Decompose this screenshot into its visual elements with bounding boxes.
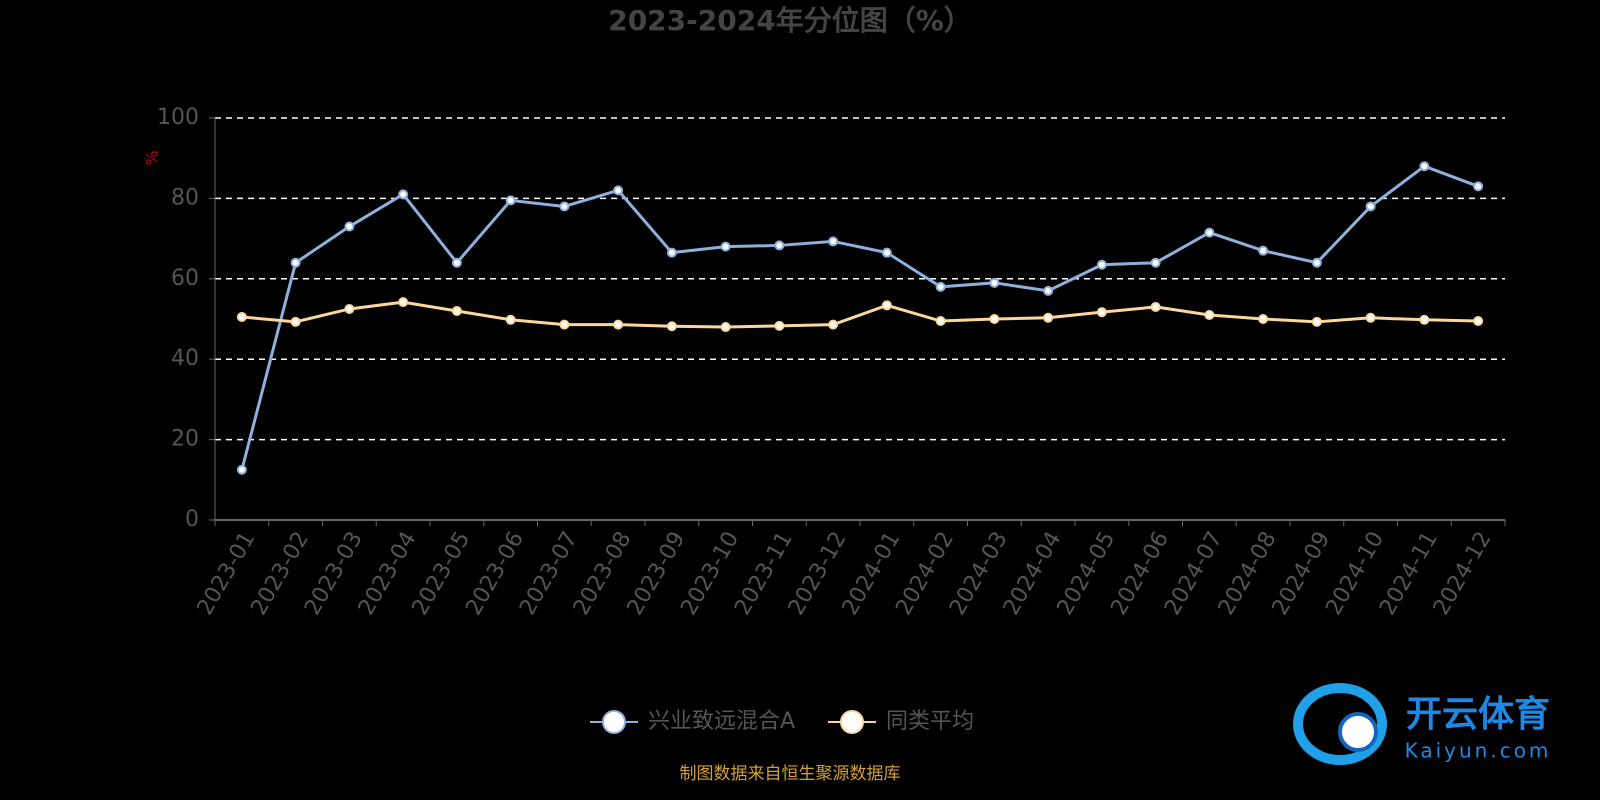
watermark-site: Kaiyun.com (1405, 739, 1552, 763)
legend-item[interactable]: 兴业致远混合A (590, 709, 795, 734)
data-point (881, 247, 892, 258)
data-point (505, 195, 516, 206)
data-point (774, 240, 785, 251)
data-point (1419, 314, 1430, 325)
data-point (989, 277, 1000, 288)
data-point (559, 201, 570, 212)
data-point (236, 311, 247, 322)
data-point (1311, 316, 1322, 327)
data-point (828, 236, 839, 247)
data-point (1473, 316, 1484, 327)
watermark: 开云体育 Kaiyun.com (1293, 683, 1552, 765)
data-point (774, 320, 785, 331)
data-point (881, 300, 892, 311)
data-point (666, 247, 677, 258)
data-point (451, 305, 462, 316)
data-point (1150, 257, 1161, 268)
data-point (344, 303, 355, 314)
y-tick-label: 20 (171, 427, 199, 452)
data-point (505, 314, 516, 325)
data-point (720, 322, 731, 333)
legend-label: 兴业致远混合A (648, 709, 795, 734)
data-point (1419, 161, 1430, 172)
data-point (935, 281, 946, 292)
y-tick-label: 0 (185, 507, 199, 532)
legend-label: 同类平均 (886, 709, 974, 734)
data-point (1150, 301, 1161, 312)
series-line (240, 164, 1479, 471)
data-point (720, 241, 731, 252)
logo-ring (1293, 683, 1387, 765)
chart-title: 2023-2024年分位图（%） (608, 4, 972, 37)
data-point (290, 316, 301, 327)
data-point (1258, 245, 1269, 256)
data-point (236, 464, 247, 475)
data-point (398, 189, 409, 200)
data-point (613, 185, 624, 196)
data-point (290, 257, 301, 268)
data-point (1204, 227, 1215, 238)
data-point (559, 319, 570, 330)
data-point (935, 316, 946, 327)
legend-marker (602, 710, 626, 734)
data-point (1096, 307, 1107, 318)
data-point (828, 319, 839, 330)
data-point (344, 221, 355, 232)
logo-ball (1338, 712, 1378, 752)
source-note: 制图数据来自恒生聚源数据库 (680, 764, 901, 784)
data-point (398, 297, 409, 308)
data-point (613, 319, 624, 330)
series-line (241, 300, 1479, 329)
legend-item[interactable]: 同类平均 (828, 709, 974, 734)
data-point (1043, 312, 1054, 323)
watermark-brand: 开云体育 (1406, 694, 1550, 735)
y-tick-label: 100 (157, 105, 199, 130)
data-point (1365, 312, 1376, 323)
data-point (1473, 181, 1484, 192)
data-point (451, 257, 462, 268)
data-point (1311, 257, 1322, 268)
y-tick-label: 80 (171, 185, 199, 210)
y-tick-label: 40 (171, 346, 199, 371)
data-point (1043, 285, 1054, 296)
y-tick-label: 60 (171, 266, 199, 291)
data-point (666, 321, 677, 332)
data-point (1365, 201, 1376, 212)
y-axis-label: % (143, 150, 162, 165)
legend-marker (840, 710, 864, 734)
data-point (1096, 259, 1107, 270)
data-point (1204, 309, 1215, 320)
data-point (989, 314, 1000, 324)
data-point (1258, 314, 1269, 324)
